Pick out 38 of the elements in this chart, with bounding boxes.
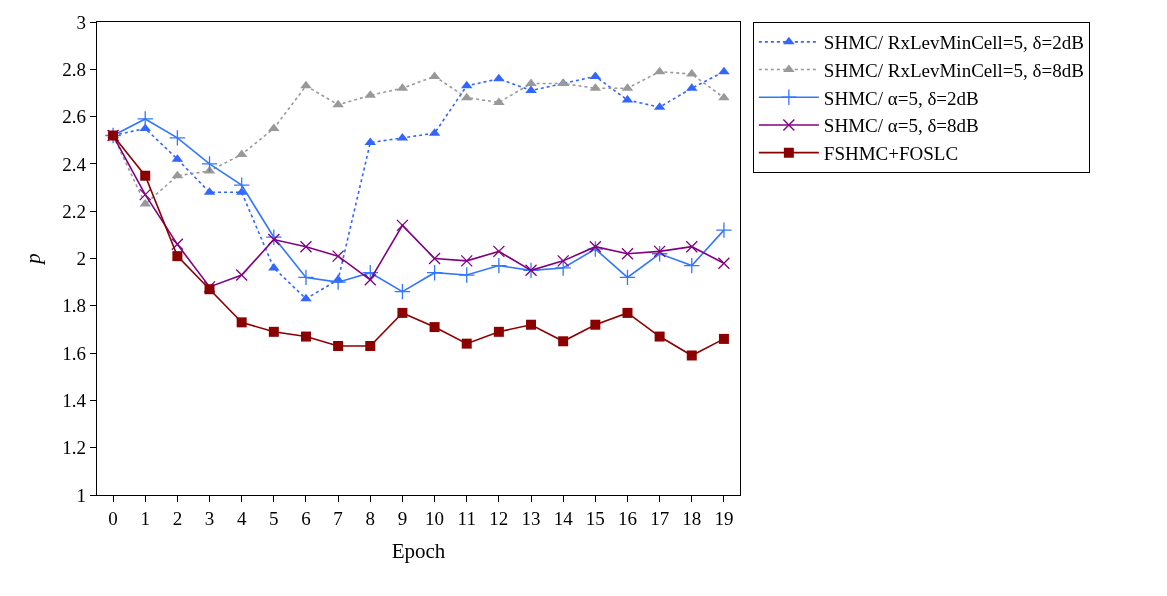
y-tick-label: 1.6 [62, 342, 87, 364]
legend-label: SHMC/ RxLevMinCell=5, δ=8dB [823, 59, 1084, 81]
x-tick-label: 5 [269, 507, 279, 529]
y-tick-label: 2.6 [62, 106, 87, 128]
x-tick-label: 16 [617, 507, 637, 529]
x-tick-label: 1 [140, 507, 150, 529]
legend-label: SHMC/ RxLevMinCell=5, δ=2dB [823, 32, 1084, 54]
x-tick-label: 14 [553, 507, 574, 529]
x-tick-label: 8 [365, 507, 376, 529]
x-tick-label: 18 [682, 507, 702, 529]
x-tick-label: 7 [333, 507, 343, 529]
y-tick-label: 1.8 [62, 295, 87, 317]
y-tick-label: 2 [76, 248, 87, 270]
legend-label: FSHMC+FOSLC [823, 143, 959, 165]
x-axis-title: Epoch [391, 539, 446, 564]
x-tick-label: 10 [425, 507, 445, 529]
x-tick-label: 13 [521, 507, 541, 529]
y-tick-label: 1.2 [62, 437, 87, 459]
x-tick-label: 3 [204, 507, 215, 529]
y-tick-label: 2.8 [62, 58, 87, 80]
y-axis-title: p [21, 253, 46, 266]
x-tick-label: 2 [172, 507, 183, 529]
y-tick-label: 1 [76, 484, 87, 506]
y-tick-label: 2.4 [62, 153, 87, 175]
y-tick-label: 2.2 [62, 200, 87, 222]
legend-label: SHMC/ α=5, δ=2dB [823, 87, 979, 109]
x-tick-label: 9 [397, 507, 408, 529]
x-tick-label: 6 [301, 507, 311, 529]
x-tick-label: 15 [585, 507, 605, 529]
x-tick-label: 12 [489, 507, 509, 529]
legend-label: SHMC/ α=5, δ=8dB [823, 115, 979, 137]
y-tick-label: 3 [76, 11, 87, 33]
y-tick-label: 1.4 [62, 390, 87, 412]
x-tick-label: 4 [236, 507, 247, 529]
x-tick-label: 11 [457, 507, 476, 529]
x-tick-label: 17 [650, 507, 670, 529]
x-tick-label: 0 [108, 507, 118, 529]
x-tick-label: 19 [714, 507, 734, 529]
